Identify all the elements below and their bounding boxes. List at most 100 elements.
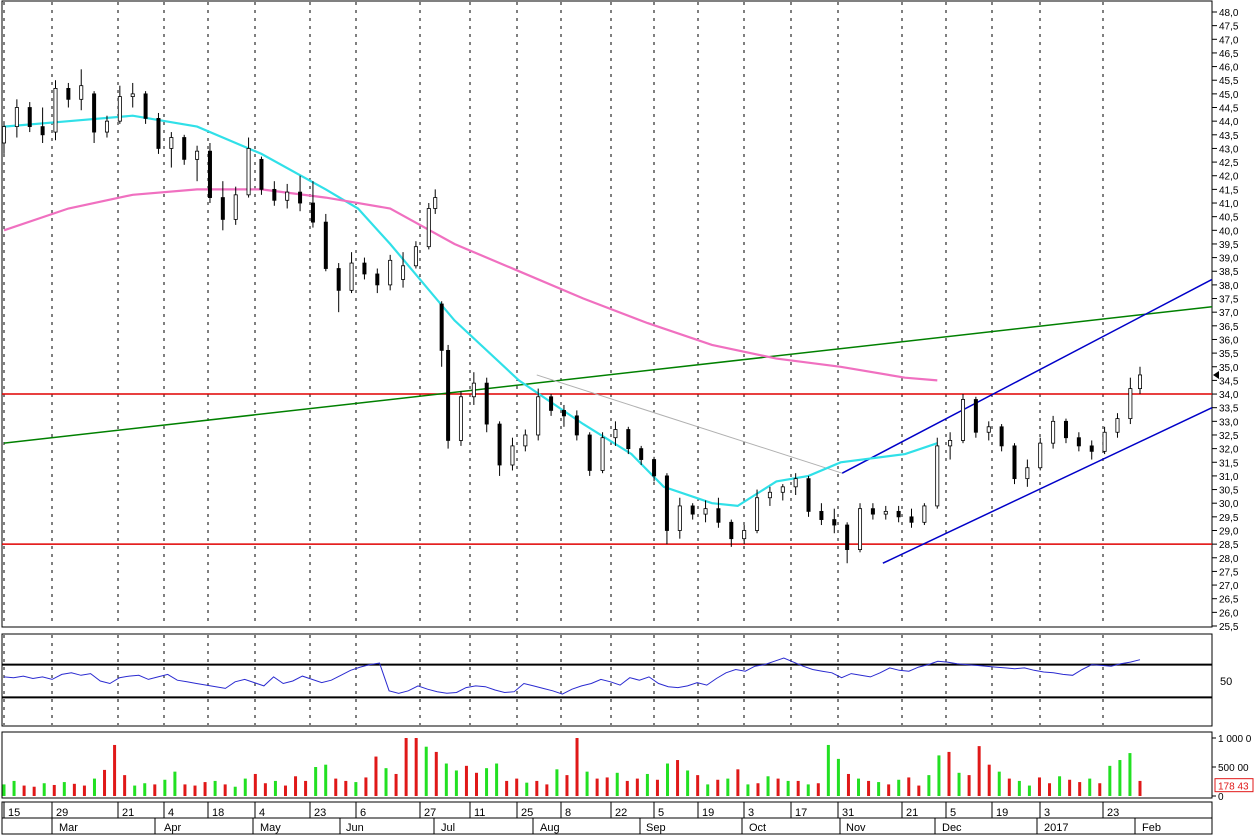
volume-bar bbox=[957, 772, 961, 796]
volume-bar bbox=[1058, 776, 1062, 796]
price-label: 45,0 bbox=[1219, 90, 1239, 101]
volume-bar bbox=[977, 746, 981, 796]
volume-bar bbox=[937, 755, 941, 796]
volume-bar bbox=[1098, 783, 1102, 796]
volume-bar bbox=[816, 783, 820, 796]
price-label: 29,5 bbox=[1219, 513, 1239, 524]
volume-bar bbox=[1007, 778, 1011, 796]
volume-bar bbox=[414, 738, 418, 796]
candle-body bbox=[729, 521, 734, 540]
volume-bar bbox=[645, 773, 649, 796]
volume-bar bbox=[153, 784, 157, 796]
volume-bar bbox=[454, 770, 458, 796]
price-label: 47,5 bbox=[1219, 22, 1239, 33]
volume-bar bbox=[294, 776, 298, 796]
volume-bar bbox=[103, 769, 107, 796]
volume-bar bbox=[535, 780, 539, 796]
day-label: 5 bbox=[950, 807, 956, 819]
price-label: 36,0 bbox=[1219, 335, 1239, 346]
candle-body bbox=[298, 191, 303, 204]
candle-body bbox=[195, 150, 200, 160]
volume-bar bbox=[213, 780, 217, 796]
volume-bar bbox=[374, 756, 378, 796]
candle-body bbox=[973, 399, 978, 433]
candle-body bbox=[497, 423, 502, 466]
day-label: 6 bbox=[360, 807, 366, 819]
candle-body bbox=[832, 519, 837, 526]
volume-bar bbox=[394, 773, 398, 796]
volume-bar bbox=[716, 779, 720, 796]
candle-body bbox=[716, 508, 721, 523]
volume-bar bbox=[464, 765, 468, 796]
day-label: 22 bbox=[615, 807, 627, 819]
volume-bar bbox=[706, 784, 710, 796]
volume-bar bbox=[1027, 785, 1031, 796]
volume-bar bbox=[676, 760, 680, 796]
volume-bar bbox=[826, 744, 830, 796]
candle-body bbox=[1012, 445, 1017, 480]
candle-body bbox=[246, 148, 251, 196]
volume-bar bbox=[917, 785, 921, 796]
volume-bar bbox=[635, 778, 639, 796]
candle-body bbox=[703, 508, 708, 515]
volume-bar bbox=[1128, 753, 1132, 796]
price-label: 26,5 bbox=[1219, 595, 1239, 606]
volume-bar bbox=[867, 780, 871, 796]
rsi-panel[interactable] bbox=[1, 633, 1213, 727]
volume-panel[interactable] bbox=[1, 731, 1213, 799]
volume-bar bbox=[273, 780, 277, 796]
price-label: 46,0 bbox=[1219, 63, 1239, 74]
day-label: 18 bbox=[212, 807, 224, 819]
candle-body bbox=[652, 459, 657, 477]
candle-body bbox=[426, 208, 431, 248]
candle-body bbox=[104, 120, 109, 133]
candle-body bbox=[1128, 388, 1133, 420]
volume-bar bbox=[42, 783, 46, 796]
month-label: Feb bbox=[1142, 822, 1161, 834]
candle-body bbox=[130, 93, 135, 97]
candle-body bbox=[53, 88, 58, 133]
volume-bar bbox=[223, 784, 227, 796]
price-panel[interactable] bbox=[1, 0, 1213, 628]
candle-body bbox=[587, 434, 592, 471]
candle-body bbox=[536, 396, 541, 436]
price-label: 44,0 bbox=[1219, 117, 1239, 128]
trend-lines bbox=[3, 278, 1213, 564]
candle-body bbox=[156, 118, 161, 149]
candle-body bbox=[935, 445, 940, 507]
candle-body bbox=[323, 221, 328, 269]
volume-bar bbox=[585, 771, 589, 796]
volume-bar bbox=[736, 769, 740, 796]
price-label: 38,0 bbox=[1219, 281, 1239, 292]
candle-body bbox=[143, 93, 148, 119]
candle-body bbox=[549, 396, 554, 411]
price-label: 40,5 bbox=[1219, 213, 1239, 224]
price-label: 36,5 bbox=[1219, 322, 1239, 333]
volume-bar bbox=[133, 785, 137, 796]
volume-bar bbox=[525, 782, 529, 796]
candle-body bbox=[336, 268, 341, 291]
price-label: 32,0 bbox=[1219, 445, 1239, 456]
month-label: Mar bbox=[59, 822, 78, 834]
candle-body bbox=[819, 510, 824, 520]
candle-body bbox=[233, 194, 238, 220]
price-label: 27,0 bbox=[1219, 581, 1239, 592]
volume-bar bbox=[354, 782, 358, 796]
volume-bar bbox=[746, 784, 750, 796]
volume-bar bbox=[2, 784, 6, 796]
day-label: 23 bbox=[314, 807, 326, 819]
candle-body bbox=[259, 158, 264, 190]
candle-body bbox=[626, 429, 631, 450]
last-volume-box bbox=[1214, 778, 1254, 793]
price-label: 31,0 bbox=[1219, 472, 1239, 483]
candle-body bbox=[961, 399, 966, 441]
volume-bar bbox=[505, 780, 509, 796]
volume-bar bbox=[897, 779, 901, 796]
candle-body bbox=[806, 478, 811, 512]
volume-bar bbox=[62, 782, 66, 796]
candle-body bbox=[574, 415, 579, 436]
candle-body bbox=[285, 191, 290, 201]
price-label: 41,0 bbox=[1219, 199, 1239, 210]
